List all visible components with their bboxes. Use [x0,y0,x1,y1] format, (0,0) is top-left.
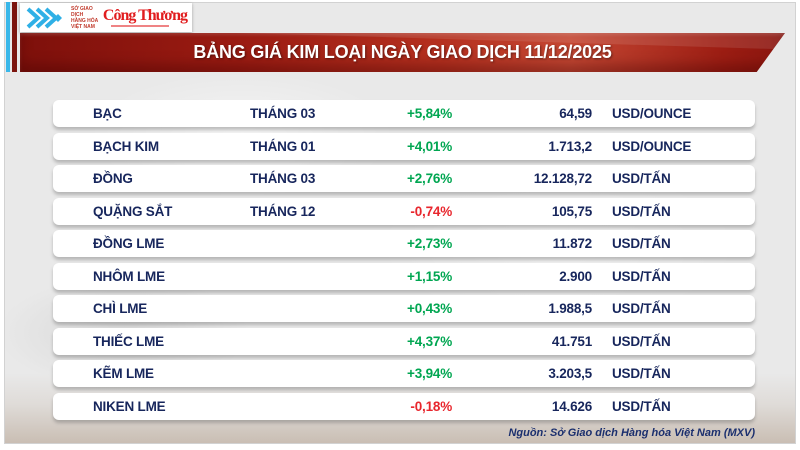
price-cell: 1.988,5 [548,301,592,316]
unit-cell: USD/TẤN [612,236,671,251]
congthuong-underbar [110,25,169,27]
change-percent-cell: +2,76% [407,171,452,186]
table-row: THIẾC LME +4,37% 41.751 USD/TẤN [53,327,755,355]
table-row: KẼM LME +3,94% 3.203,5 USD/TẤN [53,360,755,387]
contract-month-cell: THÁNG 03 [250,171,316,186]
price-cell: 14.626 [551,398,592,414]
decorative-stripe-maroon [12,2,17,72]
price-cell: 41.751 [551,333,592,349]
change-percent-cell: +4,37% [407,333,452,349]
commodity-name-cell: CHÌ LME [93,301,148,316]
unit-cell: USD/TẤN [612,203,671,219]
table-row: NHÔM LME +1,15% 2.900 USD/TẤN [53,262,755,290]
unit-cell: USD/TẤN [612,398,671,414]
change-percent-cell: +3,94% [407,366,452,381]
price-table: BẠC THÁNG 03 +5,84% 64,59 USD/OUNCE BẠCH… [53,100,755,420]
price-cell: 1.713,2 [548,138,592,154]
table-row: BẠC THÁNG 03 +5,84% 64,59 USD/OUNCE [53,100,755,127]
commodity-name-cell: THIẾC LME [93,333,164,349]
contract-month-cell: THÁNG 01 [250,138,316,154]
commodity-name-cell: ĐỒNG LME [93,236,165,251]
contract-month-cell: THÁNG 03 [250,106,316,121]
price-cell: 3.203,5 [548,366,592,381]
mxv-chevrons-icon [26,7,62,28]
commodity-name-cell: NIKEN LME [93,398,166,414]
unit-cell: USD/OUNCE [612,106,692,121]
unit-cell: USD/TẤN [612,301,671,316]
change-percent-cell: +0,43% [407,301,452,316]
page-title: BẢNG GIÁ KIM LOẠI NGÀY GIAO DỊCH 11/12/2… [193,42,612,62]
congthuong-logo: Công Thương [102,7,188,27]
contract-month-cell: THÁNG 12 [250,203,316,219]
table-row: CHÌ LME +0,43% 1.988,5 USD/TẤN [53,295,755,322]
commodity-name-cell: ĐỒNG [93,171,133,186]
change-percent-cell: -0,74% [410,203,452,219]
unit-cell: USD/TẤN [612,268,671,284]
decorative-stripe-cyan [6,2,10,72]
table-row: BẠCH KIM THÁNG 01 +4,01% 1.713,2 USD/OUN… [53,132,755,160]
table-row: ĐỒNG THÁNG 03 +2,76% 12.128,72 USD/TẤN [53,165,755,192]
title-banner: BẢNG GIÁ KIM LOẠI NGÀY GIAO DỊCH 11/12/2… [20,33,785,72]
price-cell: 12.128,72 [533,171,592,186]
price-cell: 64,59 [559,106,592,121]
commodity-name-cell: KẼM LME [93,366,154,381]
unit-cell: USD/TẤN [612,333,671,349]
table-row: QUẶNG SẮT THÁNG 12 -0,74% 105,75 USD/TẤN [53,197,755,225]
commodity-name-cell: NHÔM LME [93,268,165,284]
table-row: NIKEN LME -0,18% 14.626 USD/TẤN [53,392,755,420]
price-cell: 2.900 [559,268,592,284]
change-percent-cell: +5,84% [407,106,452,121]
congthuong-logo-text: Công Thương [102,7,188,24]
change-percent-cell: -0,18% [410,398,452,414]
commodity-name-cell: QUẶNG SẮT [93,203,173,219]
price-cell: 105,75 [551,203,592,219]
table-row: ĐỒNG LME +2,73% 11.872 USD/TẤN [53,230,755,257]
change-percent-cell: +1,15% [407,268,452,284]
unit-cell: USD/TẤN [612,171,671,186]
change-percent-cell: +2,73% [407,236,452,251]
source-note: Nguồn: Sở Giao dịch Hàng hóa Việt Nam (M… [508,427,755,439]
unit-cell: USD/TẤN [612,366,671,381]
mxv-logo: SỞ GIAO DỊCH HÀNG HÓA VIỆT NAM Công Thươ… [20,3,192,32]
unit-cell: USD/OUNCE [612,138,692,154]
commodity-name-cell: BẠCH KIM [93,138,159,154]
change-percent-cell: +4,01% [407,138,452,154]
price-cell: 11.872 [552,236,593,251]
commodity-name-cell: BẠC [93,106,122,121]
exchange-name: SỞ GIAO DỊCH HÀNG HÓA VIỆT NAM [71,5,99,30]
